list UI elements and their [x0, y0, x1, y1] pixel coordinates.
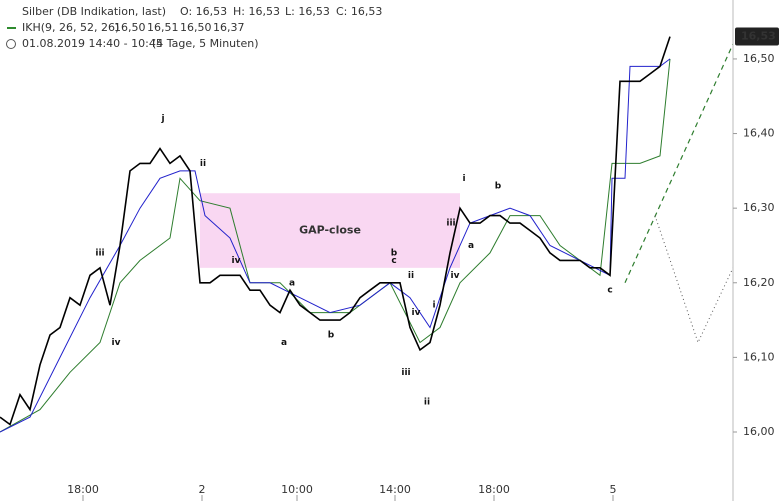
wave-label: iii [401, 368, 410, 378]
wave-label: ii [424, 398, 430, 408]
last-price-label: 16,53 [741, 30, 776, 43]
y-tick-label: 16,30 [743, 201, 775, 214]
ohlc-open: O: 16,53 [180, 5, 227, 18]
wave-label: b [328, 330, 335, 340]
y-tick-label: 16,10 [743, 350, 775, 363]
indicator-value: 16,50 [114, 21, 146, 34]
gap-zone [200, 193, 460, 268]
indicator-value: 16,50 [180, 21, 212, 34]
x-tick-label: 18:00 [478, 483, 510, 496]
x-tick-label: 10:00 [281, 483, 313, 496]
indicator-value: 16,51 [147, 21, 179, 34]
x-tick-label: 18:00 [67, 483, 99, 496]
header: Silber (DB Indikation, last) O: 16,53 H:… [6, 5, 382, 50]
plot-area: GAP-closejiiiiiivivaabbciiiviiiiiiiiiivi… [0, 36, 734, 433]
period: 01.08.2019 14:40 - 10:45 [22, 37, 163, 50]
wave-label: a [468, 241, 474, 251]
y-tick-label: 16,50 [743, 52, 775, 65]
instrument-title: Silber (DB Indikation, last) [22, 5, 166, 18]
price-line [0, 58, 671, 433]
wave-label: iv [412, 308, 421, 318]
clock-icon [6, 39, 16, 49]
wave-label: i [432, 301, 435, 311]
wave-label: b [391, 248, 398, 258]
ohlc-high: H: 16,53 [233, 5, 280, 18]
wave-label: a [281, 338, 287, 348]
price-line [0, 36, 671, 426]
wave-label: ii [200, 159, 206, 169]
wave-label: a [289, 278, 295, 288]
wave-label: b [495, 181, 502, 191]
x-tick-label: 2 [199, 483, 206, 496]
wave-label: c [391, 256, 396, 266]
wave-label: c [607, 286, 612, 296]
price-line [624, 43, 734, 284]
x-tick-label: 5 [610, 483, 617, 496]
wave-label: iii [95, 248, 104, 258]
ohlc-close: C: 16,53 [336, 5, 382, 18]
wave-label: j [160, 114, 164, 124]
y-tick-label: 16,20 [743, 276, 775, 289]
last-price-badge [735, 27, 779, 46]
indicator-value: 16,37 [213, 21, 245, 34]
wave-label: iv [112, 338, 121, 348]
y-tick-label: 16,00 [743, 425, 775, 438]
wave-label: ii [408, 271, 414, 281]
y-tick-label: 16,40 [743, 127, 775, 140]
range: (4 Tage, 5 Minuten) [152, 37, 259, 50]
x-tick-label: 14:00 [379, 483, 411, 496]
wave-label: iii [446, 219, 455, 229]
indicator-name: IKH(9, 26, 52, 26) [22, 21, 119, 34]
price-line [654, 215, 734, 344]
ohlc-low: L: 16,53 [285, 5, 330, 18]
wave-label: i [462, 174, 465, 184]
wave-label: iv [451, 271, 460, 281]
gap-label: GAP-close [299, 224, 361, 237]
wave-label: iv [232, 256, 241, 266]
